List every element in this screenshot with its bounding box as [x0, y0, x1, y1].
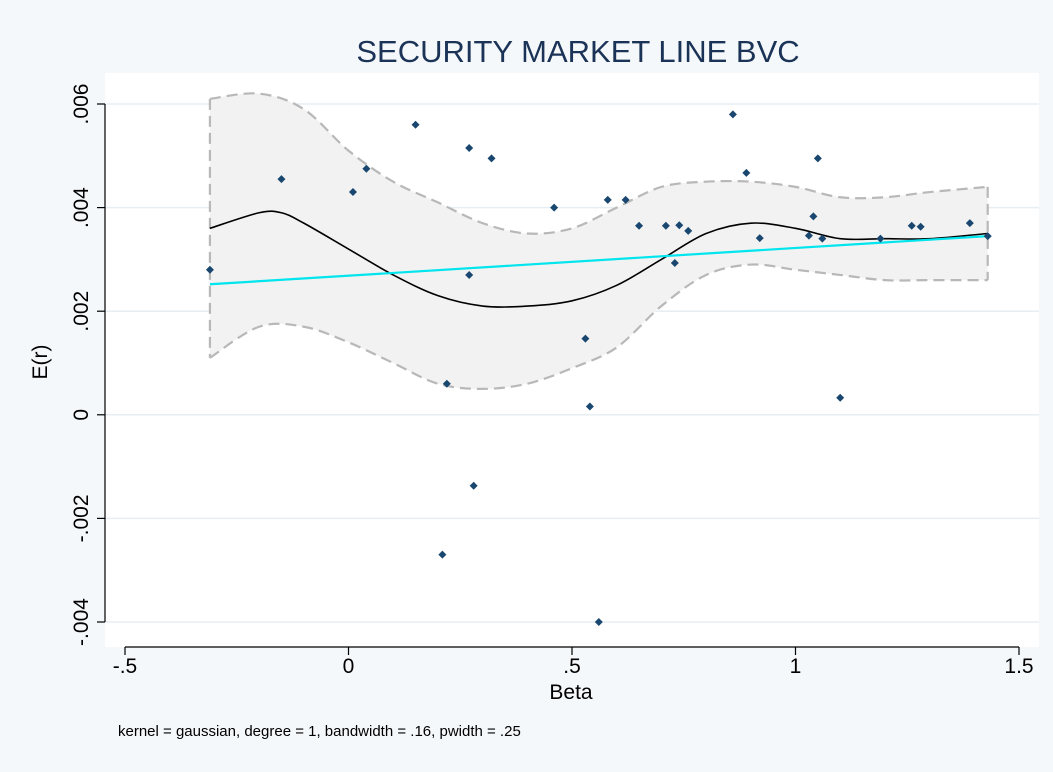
data-point — [983, 232, 992, 241]
y-tick-label: .006 — [70, 84, 93, 125]
point-layer — [205, 110, 992, 626]
data-point — [836, 393, 845, 402]
x-tick-label: 1 — [790, 655, 802, 678]
data-point — [487, 154, 496, 163]
y-tick-label: -.002 — [70, 494, 93, 542]
data-point — [809, 212, 818, 221]
data-point — [603, 195, 612, 204]
data-point — [442, 379, 451, 388]
axis-layer: -.5 0 .5 1 1.5 -.004 -.002 0 .002 .004 .006 — [70, 84, 1034, 678]
data-point — [916, 222, 925, 231]
y-axis-label: E(r) — [29, 345, 52, 380]
data-point — [728, 110, 737, 119]
y-tick-label: .002 — [70, 291, 93, 332]
x-tick-label: 0 — [343, 655, 355, 678]
data-point — [907, 221, 916, 230]
x-tick-label: 1.5 — [1004, 655, 1033, 678]
ci-upper-line — [209, 92, 988, 235]
y-tick-label: 0 — [70, 409, 93, 421]
data-point — [965, 219, 974, 228]
chart-title: SECURITY MARKET LINE BVC — [356, 34, 799, 69]
data-point — [594, 618, 603, 626]
data-point — [621, 195, 630, 204]
y-tick-label: .004 — [70, 187, 93, 228]
data-point — [635, 221, 644, 230]
x-tick-label: .5 — [563, 655, 581, 678]
data-point — [742, 168, 751, 177]
data-point — [205, 265, 214, 274]
data-point — [661, 221, 670, 230]
y-tick-label: -.004 — [70, 598, 93, 646]
data-point — [804, 231, 813, 240]
data-point — [465, 270, 474, 279]
ci-band-fill — [209, 93, 988, 389]
linear-fit-line — [209, 234, 988, 286]
ci-lower-line — [209, 263, 988, 391]
data-point — [550, 203, 559, 212]
data-point — [348, 188, 357, 197]
data-point — [818, 234, 827, 243]
x-axis-label: Beta — [549, 681, 593, 704]
data-point — [411, 120, 420, 129]
data-point — [465, 144, 474, 153]
data-point — [755, 234, 764, 243]
data-point — [585, 402, 594, 411]
footnote: kernel = gaussian, degree = 1, bandwidth… — [118, 723, 521, 740]
data-point — [277, 175, 286, 184]
line-layer — [209, 210, 988, 308]
data-point — [813, 154, 822, 163]
x-tick-label: -.5 — [113, 655, 138, 678]
data-point — [684, 226, 693, 235]
data-point — [675, 221, 684, 230]
data-point — [469, 481, 478, 490]
data-point — [362, 164, 371, 173]
data-point — [876, 234, 885, 243]
data-point — [581, 334, 590, 343]
lpoly-smooth-line — [209, 210, 988, 308]
data-point — [438, 550, 447, 559]
data-point — [670, 259, 679, 268]
